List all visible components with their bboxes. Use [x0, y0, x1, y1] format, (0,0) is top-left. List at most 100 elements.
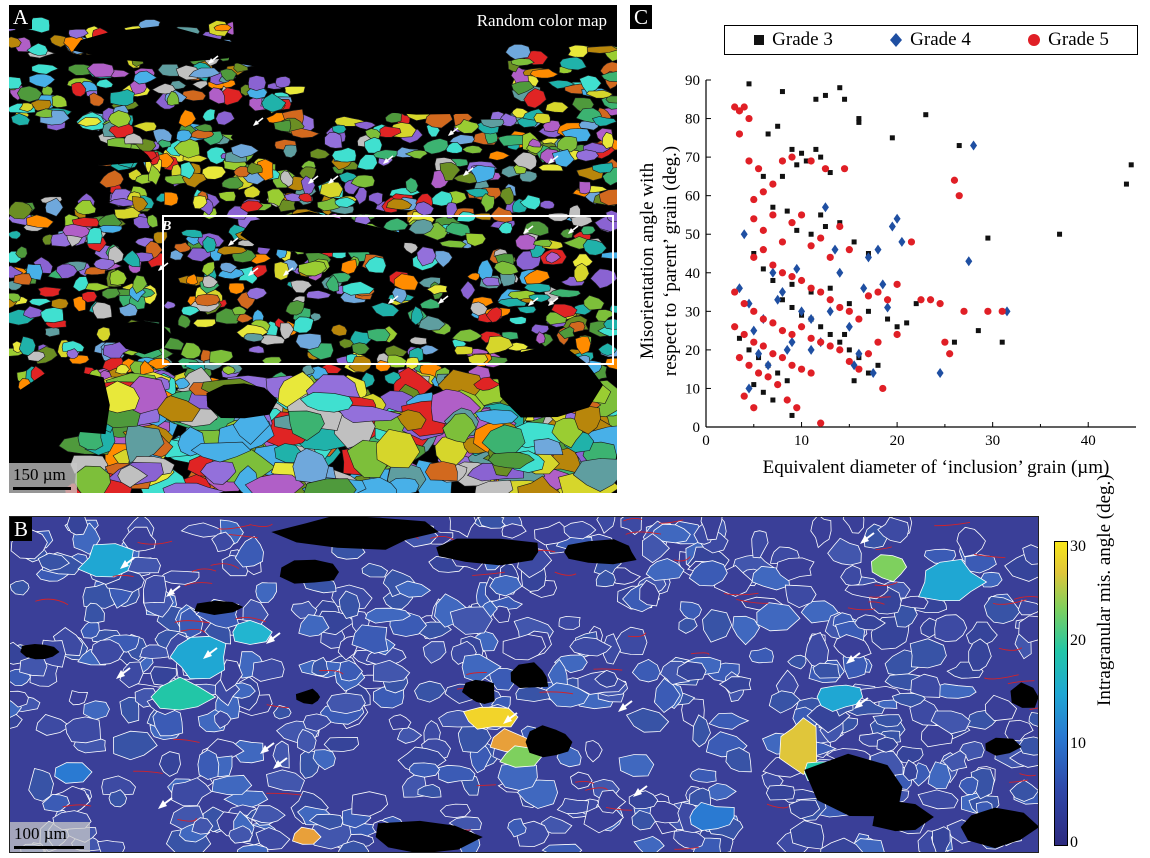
grade5-point [774, 380, 782, 389]
grain [469, 164, 496, 184]
grain [49, 34, 70, 48]
grain [228, 282, 245, 295]
grain [570, 771, 593, 790]
pore-region [13, 145, 153, 166]
grain [340, 258, 358, 275]
grain [44, 327, 60, 338]
x-axis-label: Equivalent diameter of ‘inclusion’ grain… [763, 457, 1110, 478]
subgrain-boundary [874, 581, 898, 586]
pore-region [20, 644, 60, 660]
grade5-point [950, 176, 959, 184]
grain [678, 617, 698, 634]
grade5-point [874, 338, 882, 346]
grade5-point [797, 211, 806, 219]
subgrain-boundary [218, 524, 251, 530]
grade5-point [797, 276, 806, 285]
pore-region [194, 600, 244, 615]
grain [487, 452, 535, 469]
grain [290, 128, 320, 139]
grain [388, 714, 412, 730]
subgrain-boundary [191, 568, 217, 572]
arrow-icon [116, 667, 131, 679]
grain [68, 29, 89, 39]
grain [679, 601, 702, 622]
grain [424, 461, 458, 482]
grade5-point [817, 419, 825, 427]
grain [575, 149, 600, 162]
grain [418, 315, 446, 331]
grain [152, 707, 184, 737]
grain [765, 784, 795, 801]
grain [192, 195, 208, 210]
colorbar-gradient [1054, 541, 1068, 846]
grade4-point [793, 263, 801, 274]
legend-label-grade4: Grade 4 [910, 29, 971, 50]
grade4-point [821, 202, 829, 213]
pore-region [113, 320, 172, 355]
grain [266, 188, 286, 208]
grain [502, 634, 547, 661]
pore-region [872, 801, 934, 832]
grain [579, 74, 602, 94]
grain [469, 301, 488, 316]
arrow-icon [503, 712, 518, 724]
grade3-point [889, 135, 895, 141]
subgrain-boundary [539, 691, 574, 695]
grade3-point [851, 239, 857, 245]
arrow-icon [273, 757, 288, 769]
grain [157, 63, 180, 77]
grade5-point [769, 180, 777, 188]
arrow-icon [166, 585, 181, 597]
grade3-point [803, 158, 809, 164]
pore-region [436, 538, 539, 566]
grain [251, 264, 268, 279]
grade5-point [750, 307, 758, 315]
grain [509, 316, 527, 325]
chart-points [731, 81, 1134, 427]
grain [910, 673, 941, 698]
grain [854, 614, 886, 631]
grain [44, 197, 64, 217]
scale-bar-b: 100 µm [10, 822, 90, 852]
grain [542, 119, 561, 133]
grain [194, 293, 221, 307]
subgrain-boundary [228, 533, 258, 539]
grain [700, 517, 723, 541]
grade3-point [827, 331, 833, 337]
pore-region [564, 539, 637, 565]
legend-item-grade5: Grade 5 [1027, 29, 1109, 51]
grain [460, 280, 476, 301]
grain [290, 279, 313, 294]
grain [602, 167, 617, 186]
panel-c-letter: C [630, 5, 653, 29]
grain [209, 349, 234, 365]
grade5-point [788, 330, 796, 339]
grade5-point [797, 365, 806, 373]
grain [309, 148, 331, 160]
grain [633, 835, 665, 852]
grain [956, 526, 986, 558]
grain [592, 162, 614, 174]
grade3-point [1128, 162, 1134, 168]
grain [595, 569, 616, 588]
grade5-point [845, 246, 853, 254]
pore-region [985, 737, 1022, 756]
grade3-point [904, 320, 910, 326]
grain [371, 302, 400, 317]
grain [133, 70, 158, 85]
subgrain-boundary [766, 803, 789, 809]
grain [909, 638, 947, 669]
grain [86, 62, 115, 78]
subgrain-boundary [847, 607, 876, 611]
arrow-icon [548, 297, 559, 306]
grain [583, 294, 605, 311]
high-misorientation-grain [462, 706, 519, 730]
grain [528, 138, 542, 148]
grade3-point [760, 173, 766, 179]
subgrain-boundary [868, 601, 885, 605]
grain [26, 42, 49, 56]
grain [702, 609, 733, 643]
grain [279, 322, 295, 340]
grain [718, 676, 752, 694]
arrow-icon [523, 225, 534, 234]
